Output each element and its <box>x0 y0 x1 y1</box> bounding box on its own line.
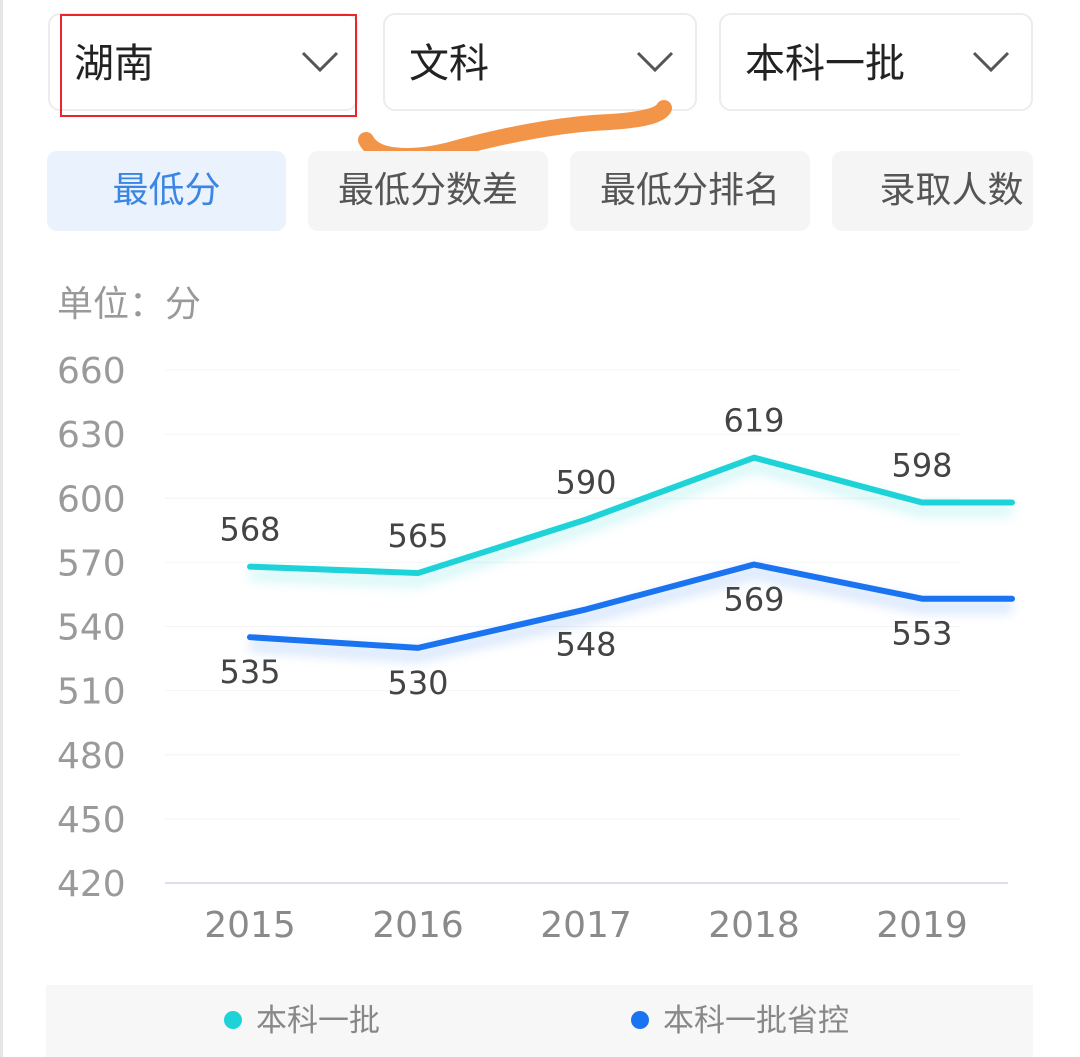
batch-dropdown-value: 本科一批 <box>745 41 905 87</box>
y-tick-label: 570 <box>57 543 126 584</box>
legend-item-series-2[interactable]: 本科一批省控 <box>631 985 849 1057</box>
data-label: 548 <box>555 625 616 663</box>
chart-legend: 本科一批 本科一批省控 <box>46 985 1033 1057</box>
data-label: 535 <box>219 653 280 691</box>
tab-min-score-diff[interactable]: 最低分数差 <box>308 151 548 231</box>
y-tick-label: 660 <box>57 351 126 392</box>
series-line-glow <box>249 460 1012 587</box>
y-tick-label: 540 <box>57 608 126 649</box>
subject-dropdown-value: 文科 <box>409 41 489 87</box>
series-line-2 <box>247 561 1015 651</box>
data-label: 565 <box>387 517 448 555</box>
legend-label-series-2: 本科一批省控 <box>663 1003 849 1039</box>
chevron-down-icon <box>301 51 339 73</box>
legend-dot-series-1 <box>224 1010 242 1029</box>
tab-min-score-rank[interactable]: 最低分排名 <box>570 151 810 231</box>
left-edge-border <box>0 0 3 1057</box>
x-tick-label: 2017 <box>540 905 632 946</box>
x-tick-label: 2015 <box>204 905 296 946</box>
data-label: 598 <box>891 447 952 485</box>
y-tick-label: 450 <box>57 800 126 841</box>
x-tick-label: 2019 <box>876 905 968 946</box>
province-dropdown-value: 湖南 <box>74 41 154 87</box>
y-tick-label: 510 <box>57 672 126 713</box>
legend-label-series-1: 本科一批 <box>256 1003 380 1039</box>
province-dropdown[interactable]: 湖南 <box>48 13 358 111</box>
y-tick-label: 480 <box>57 736 126 777</box>
batch-dropdown[interactable]: 本科一批 <box>719 13 1033 111</box>
data-label: 553 <box>891 615 952 653</box>
x-tick-label: 2018 <box>708 905 800 946</box>
series-line-glow <box>249 567 1012 661</box>
data-label: 619 <box>723 402 784 440</box>
chart-unit-label: 单位：分 <box>57 284 202 325</box>
chevron-down-icon <box>636 51 674 73</box>
tab-admission-count[interactable]: 录取人数 <box>832 151 1033 231</box>
data-label: 568 <box>219 511 280 549</box>
y-tick-label: 600 <box>57 479 126 520</box>
data-label: 530 <box>387 664 448 702</box>
x-tick-label: 2016 <box>372 905 464 946</box>
y-tick-label: 420 <box>57 864 126 905</box>
legend-item-series-1[interactable]: 本科一批 <box>224 985 380 1057</box>
line-chart: 660 630 600 570 540 510 480 450 420 2015 2016 2017 2… <box>57 351 1015 946</box>
chevron-down-icon <box>972 51 1010 73</box>
series-line-1 <box>247 454 1015 577</box>
y-tick-label: 630 <box>57 415 126 456</box>
legend-dot-series-2 <box>631 1010 649 1029</box>
data-label: 590 <box>555 464 616 502</box>
data-label: 569 <box>723 581 784 619</box>
tab-min-score[interactable]: 最低分 <box>47 151 286 231</box>
